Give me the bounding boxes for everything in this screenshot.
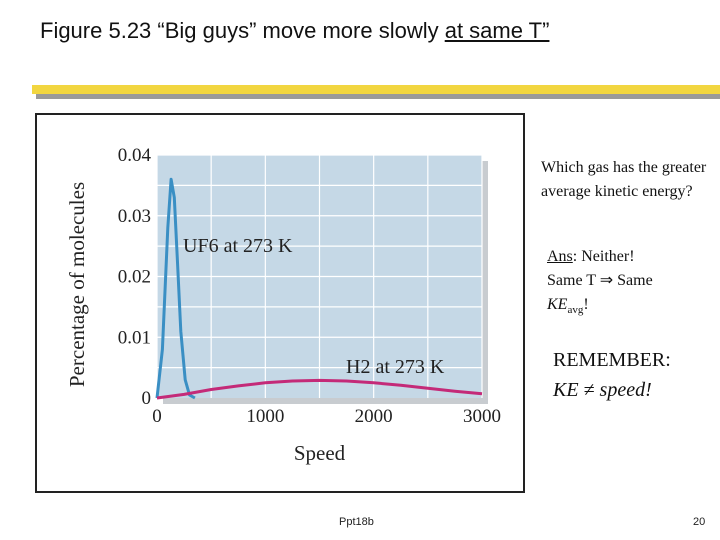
y-tick-label: 0.02: [118, 267, 151, 288]
y-tick-label: 0.04: [118, 145, 152, 166]
y-tick-label: 0.01: [118, 327, 151, 348]
answer-label: Ans: [547, 248, 573, 265]
exclaim: !: [583, 296, 589, 313]
same-line: Same T ⇒ Same: [547, 272, 653, 289]
series-label-h2: H2 at 273 K: [346, 356, 445, 378]
ke-speed-line: KE ≠ speed!: [553, 375, 718, 405]
series-label-uf6: UF6 at 273 K: [183, 235, 293, 257]
remember-label: REMEMBER:: [553, 349, 671, 371]
y-tick-label: 0: [142, 388, 152, 409]
footer-label: Ppt18b: [339, 516, 374, 528]
x-tick-label: 0: [152, 406, 162, 427]
answer-line: Ans: Neither!: [547, 245, 717, 269]
ke-avg-line: KEavg!: [547, 293, 717, 322]
answer-block: Ans: Neither! Same T ⇒ Same KEavg!: [547, 245, 717, 322]
figure-frame: 0 0.01 0.02 0.03 0.04 0 1000 2000 3000 Speed Perce…: [35, 113, 525, 493]
series-line-h2: [156, 378, 483, 400]
y-axis-label: Percentage of molecules: [65, 182, 89, 387]
answer-text: : Neither!: [572, 248, 635, 265]
x-tick-label: 1000: [246, 406, 284, 427]
ke-symbol: KE: [547, 296, 568, 313]
title-rule: [32, 85, 720, 94]
y-tick-label: 0.03: [118, 206, 151, 227]
title-underlined-text: at same T”: [444, 18, 550, 43]
series-line-uf6: [155, 177, 196, 400]
remember-block: REMEMBER: KE ≠ speed!: [553, 345, 718, 405]
x-tick-label: 2000: [355, 406, 393, 427]
x-axis-label: Speed: [294, 441, 346, 465]
title-rule-shadow: [36, 90, 720, 99]
avg-subscript: avg: [567, 304, 584, 317]
question-text: Which gas has the greater average kineti…: [541, 159, 707, 200]
page-number: 20: [693, 516, 706, 528]
speed-distribution-chart: 0 0.01 0.02 0.03 0.04 0 1000 2000 3000 Speed Perce…: [65, 145, 501, 465]
ke-speed-text: KE ≠ speed!: [553, 379, 652, 401]
x-tick-label: 3000: [463, 406, 501, 427]
slide-title: Figure 5.23 “Big guys” move more slowly …: [40, 18, 549, 44]
title-text: Figure 5.23 “Big guys” move more slowly: [40, 18, 445, 43]
